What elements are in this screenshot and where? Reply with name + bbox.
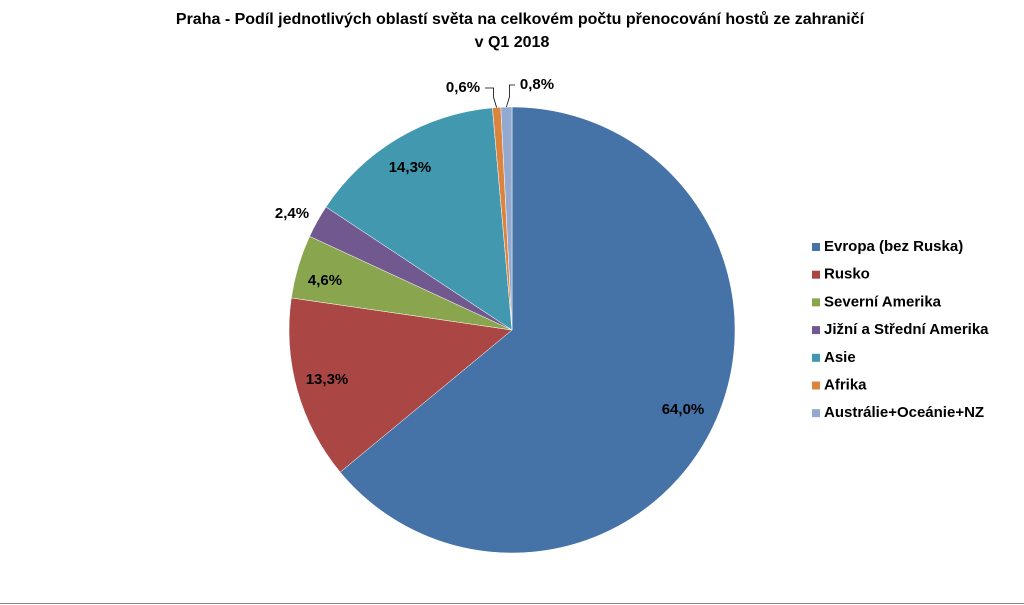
legend-label: Rusko: [824, 266, 870, 283]
legend-swatch: [812, 243, 820, 251]
data-label: 2,4%: [275, 205, 309, 222]
data-label: 14,3%: [389, 159, 432, 176]
legend-label: Asie: [824, 349, 856, 366]
pie-slice: [288, 297, 513, 473]
data-label: 13,3%: [306, 371, 349, 388]
data-label: 0,8%: [520, 76, 554, 93]
legend-label: Afrika: [824, 376, 867, 393]
legend-label: Jižní a Střední Amerika: [824, 321, 989, 338]
leader-line: [485, 87, 497, 108]
legend-swatch: [812, 381, 820, 390]
data-label: 64,0%: [662, 401, 705, 418]
legend-swatch: [812, 326, 820, 335]
legend-swatch: [812, 298, 820, 307]
pie-slice: [325, 107, 513, 331]
data-label: 0,6%: [446, 79, 480, 96]
legend-label: Austrálie+Oceánie+NZ: [824, 404, 984, 421]
pie-slice: [500, 106, 513, 331]
data-label: 4,6%: [308, 272, 342, 289]
legend-label: Evropa (bez Ruska): [824, 238, 963, 255]
legend-swatch: [812, 409, 820, 418]
legend-swatch: [812, 353, 820, 362]
chart-title: v Q1 2018: [475, 34, 550, 51]
pie-slice: [339, 106, 736, 554]
legend-label: Severní Amerika: [824, 293, 942, 310]
legend-swatch: [812, 270, 820, 279]
leader-line: [506, 84, 515, 108]
chart-title: Praha - Podíl jednotlivých oblastí světa…: [176, 11, 865, 28]
